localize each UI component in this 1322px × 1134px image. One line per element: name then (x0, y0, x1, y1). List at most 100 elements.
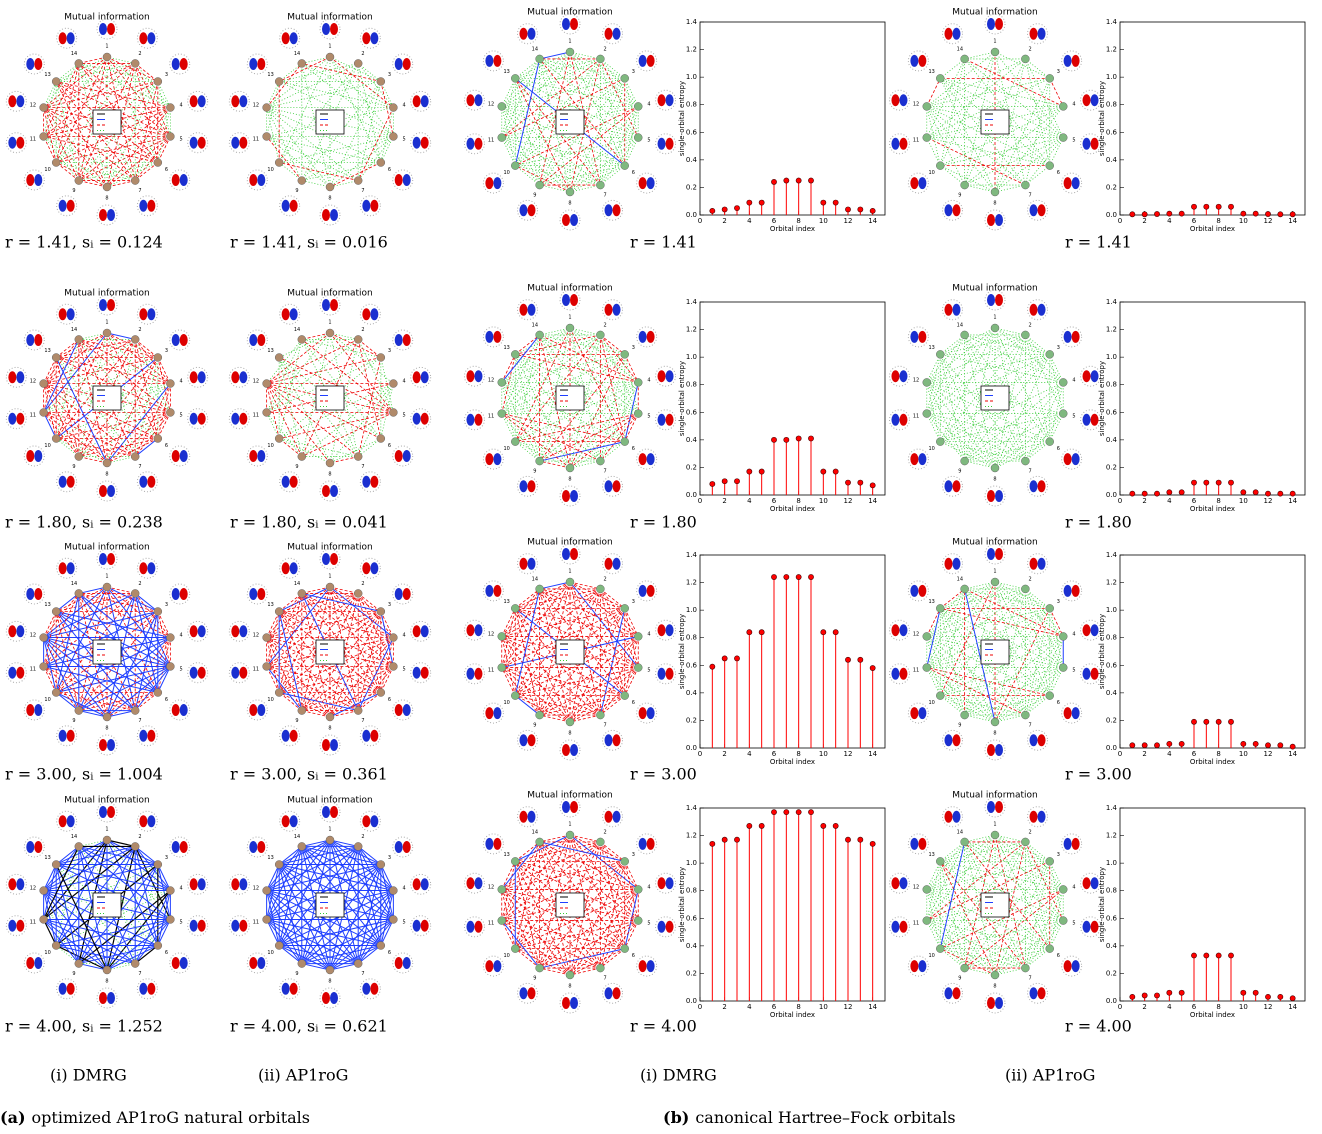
orbital-icon-ring (655, 365, 677, 387)
orbital-icon-ring (984, 796, 1006, 818)
x-tick-label: 0 (698, 217, 702, 225)
y-tick-label: 0.4 (686, 689, 698, 697)
correlation-line (1049, 78, 1064, 107)
node-label: 1 (993, 822, 996, 828)
node-label: 2 (361, 327, 364, 333)
orbital-lobe (402, 334, 411, 347)
orbital-icon-ring (636, 448, 658, 470)
correlation-line (43, 919, 108, 971)
orbital-lobe (918, 960, 927, 973)
correlation-line (501, 588, 601, 637)
stem-marker (1141, 211, 1148, 218)
x-tick-label: 12 (1264, 497, 1273, 505)
orbital-node (936, 857, 945, 866)
stem-marker (734, 205, 740, 212)
x-tick-label: 4 (1167, 1003, 1172, 1011)
correlation-line (43, 357, 57, 413)
correlation-line (43, 383, 108, 464)
orbital-node (353, 842, 363, 851)
correlation-line (43, 610, 158, 639)
orbital-lobe (570, 18, 578, 30)
orbital-icon-ring (1027, 299, 1049, 321)
node-label: 3 (1057, 599, 1060, 605)
diagram-title: Mutual information (952, 284, 1038, 294)
correlation-line (501, 636, 625, 697)
orbital-lobe (16, 95, 25, 108)
panel-label: r = 3.00 (630, 765, 697, 784)
correlation-line (134, 136, 171, 181)
x-tick-label: 10 (1239, 497, 1248, 505)
correlation-line (514, 834, 571, 949)
stem-marker (758, 199, 765, 206)
orbital-lobe (139, 32, 148, 45)
correlation-line (56, 412, 171, 439)
correlation-line (43, 81, 57, 137)
diagram-title: Mutual information (287, 796, 373, 806)
node-label: 4 (647, 884, 650, 890)
correlation-line (539, 636, 639, 716)
correlation-line (926, 588, 1026, 637)
correlation-line (515, 353, 639, 383)
correlation-line (329, 586, 394, 667)
orbital-lobe (16, 136, 25, 149)
correlation-line (539, 413, 639, 462)
orbital-icon-ring (23, 53, 45, 75)
correlation-line (926, 58, 1026, 107)
correlation-line (43, 890, 80, 964)
correlation-line (55, 864, 171, 920)
orbital-node (130, 959, 140, 968)
node-label: 8 (105, 726, 108, 732)
correlation-line (569, 184, 601, 193)
diagram-title: Mutual information (287, 289, 373, 299)
orbital-lobe (257, 58, 266, 71)
orbital-node (960, 456, 969, 466)
orbital-icon-ring (410, 915, 432, 937)
orbital-lobe (944, 480, 953, 493)
orbital-lobe (527, 810, 536, 823)
correlation-line (56, 81, 171, 108)
orbital-node (922, 409, 932, 418)
node-label: 10 (44, 443, 50, 449)
orbital-lobe (899, 920, 908, 933)
correlation-line (266, 586, 331, 638)
node-label: 6 (165, 167, 168, 173)
diagram-title: Mutual information (287, 543, 373, 553)
correlation-line (106, 839, 171, 891)
orbital-lobe (147, 475, 156, 488)
correlation-line (134, 593, 159, 612)
orbital-icon-ring (1027, 806, 1049, 828)
node-label: 8 (105, 196, 108, 202)
x-tick-label: 8 (796, 497, 800, 505)
correlation-line (964, 889, 1064, 969)
correlation-line (134, 383, 171, 457)
correlation-line (964, 948, 1050, 969)
correlation-line (940, 334, 1026, 355)
orbital-node (376, 941, 386, 950)
correlation-line (266, 383, 381, 439)
orbital-icon-ring (602, 553, 624, 575)
correlation-line (106, 56, 136, 181)
correlation-line (569, 327, 639, 414)
correlation-line (501, 889, 601, 969)
correlation-line (926, 920, 1050, 950)
orbital-icon-ring (984, 739, 1006, 761)
orbital-lobe (322, 739, 330, 751)
correlation-line (994, 354, 1051, 469)
correlation-line (501, 889, 540, 969)
node-label: 10 (928, 170, 934, 176)
node-label: 4 (180, 886, 183, 892)
orbital-node (325, 328, 335, 338)
orbital-node (51, 860, 61, 869)
orbital-icon-ring (319, 294, 341, 316)
correlation-line (278, 864, 331, 971)
x-tick-label: 14 (1288, 750, 1297, 758)
orbital-lobe (899, 877, 908, 890)
orbital-icon-ring (23, 329, 45, 351)
orbital-icon-ring (392, 329, 414, 351)
stem-marker (795, 177, 802, 184)
stem-marker (869, 482, 876, 489)
orbital-lobe (8, 371, 17, 384)
orbital-lobe (527, 557, 536, 570)
correlation-line (78, 666, 171, 712)
correlation-line (940, 860, 1064, 890)
